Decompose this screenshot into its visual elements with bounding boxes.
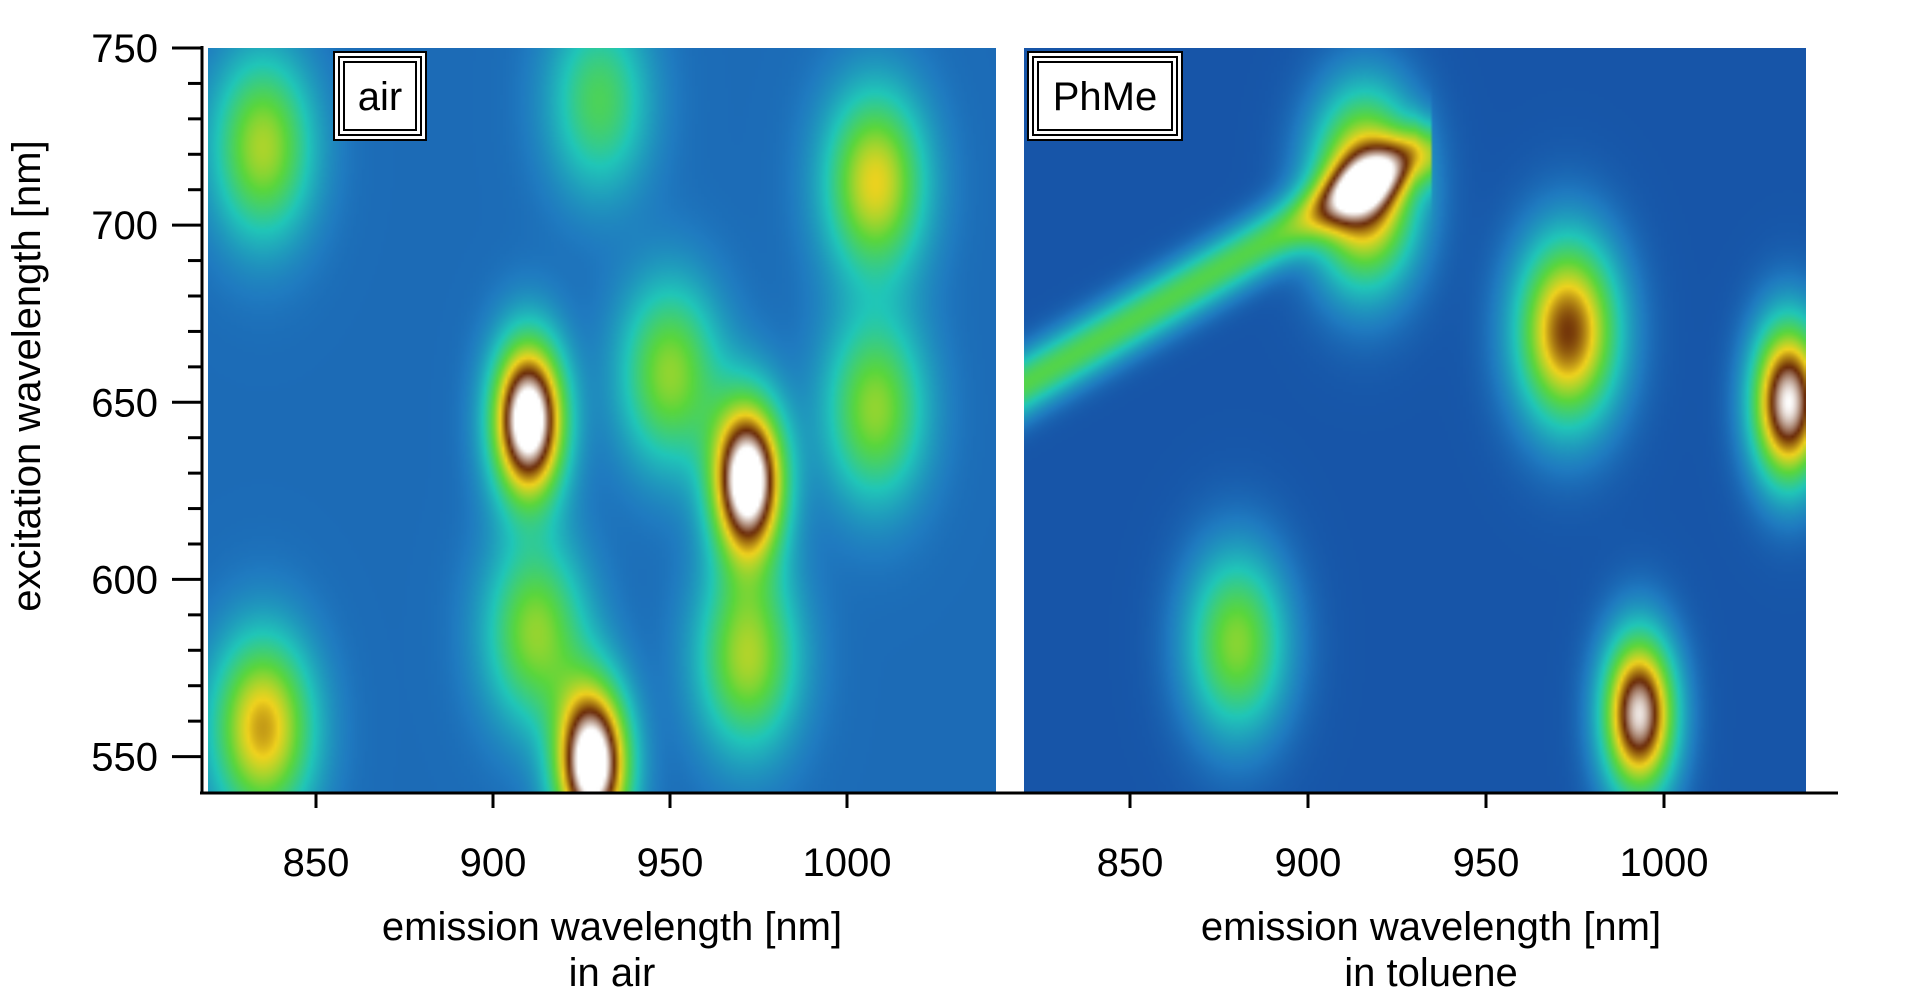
x-tick-label: 1000 [1620, 841, 1709, 885]
x-tick-label: 950 [1453, 841, 1520, 885]
y-tick-label: 700 [91, 204, 158, 248]
y-tick-label: 550 [91, 736, 158, 780]
panel-label: air [358, 75, 402, 119]
x-tick-label: 950 [637, 841, 704, 885]
y-axis-label: excitation wavelength [nm] [5, 140, 49, 611]
x-axis-sublabel: in air [569, 951, 656, 987]
y-tick-label: 650 [91, 381, 158, 425]
y-tick-label: 750 [91, 27, 158, 71]
x-axis-label: emission wavelength [nm] [1201, 905, 1661, 949]
y-tick-label: 600 [91, 558, 158, 602]
x-axis-sublabel: in toluene [1344, 951, 1517, 987]
x-tick-label: 900 [1275, 841, 1342, 885]
panel-label-box: PhMe [1027, 51, 1183, 141]
x-tick-label: 900 [460, 841, 527, 885]
panel-gap [996, 48, 1024, 792]
heatmap-panels: air PhMe [208, 48, 1806, 792]
x-tick-label: 850 [1097, 841, 1164, 885]
heatmap-toluene [1024, 48, 1806, 792]
heatmap-air [208, 48, 996, 792]
panel-label-box: air [333, 51, 427, 141]
panel-label: PhMe [1053, 75, 1158, 119]
x-tick-label: 1000 [803, 841, 892, 885]
x-axis-label: emission wavelength [nm] [382, 905, 842, 949]
x-tick-label: 850 [283, 841, 350, 885]
